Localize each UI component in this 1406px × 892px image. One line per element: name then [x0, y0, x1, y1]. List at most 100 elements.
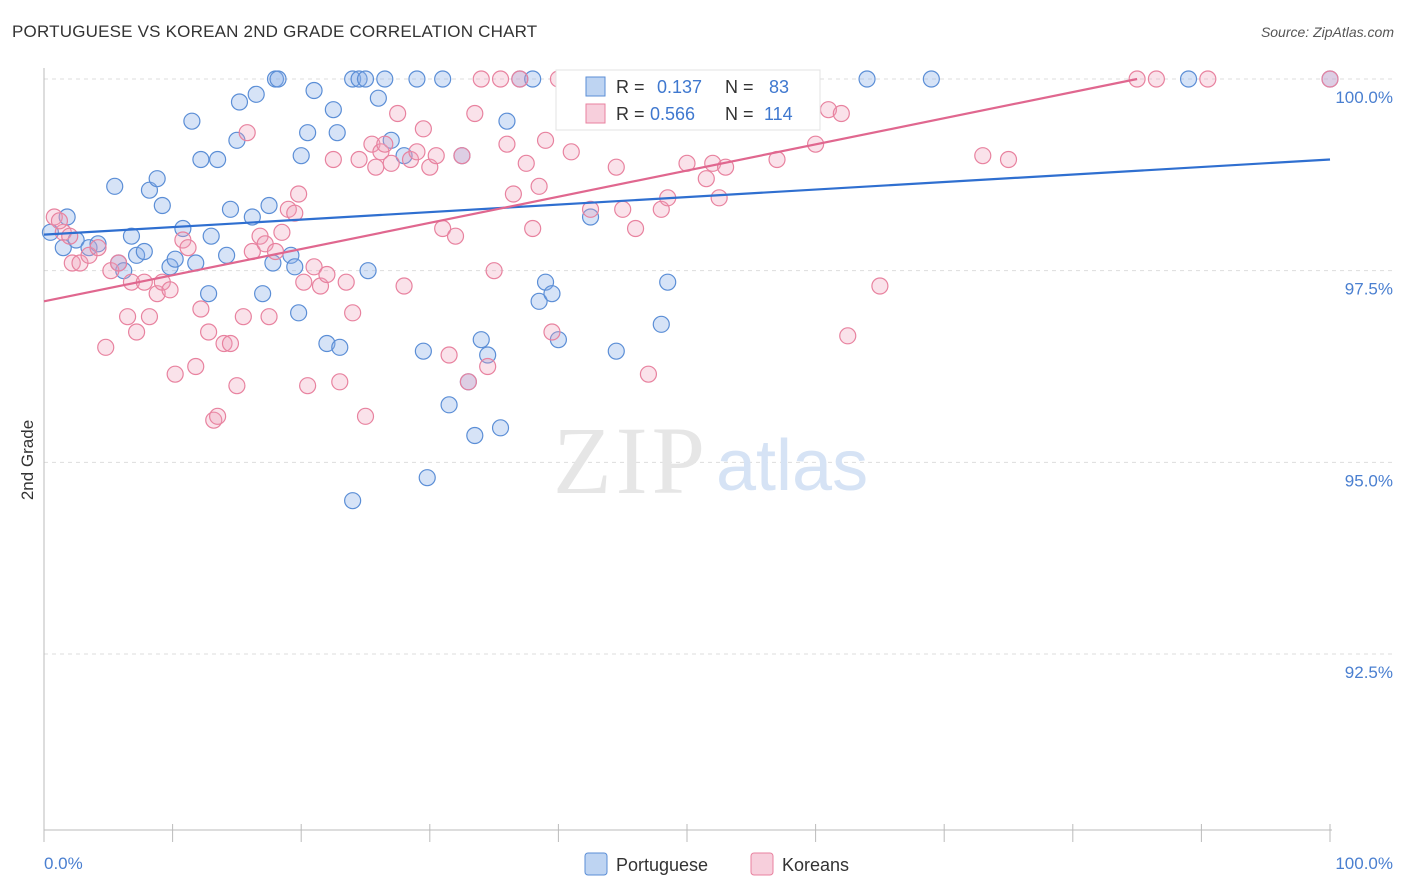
- point-koreans: [999, 150, 1018, 169]
- y-tick-label: 97.5%: [1345, 280, 1393, 299]
- point-koreans: [118, 308, 137, 326]
- point-koreans: [562, 143, 580, 161]
- point-portuguese: [414, 342, 432, 360]
- point-koreans: [607, 158, 625, 176]
- point-koreans: [290, 185, 308, 203]
- point-portuguese: [202, 227, 220, 245]
- point-portuguese: [1179, 70, 1198, 88]
- point-portuguese: [209, 150, 227, 169]
- point-koreans: [97, 338, 115, 356]
- point-koreans: [318, 265, 336, 284]
- point-koreans: [295, 273, 313, 291]
- point-portuguese: [254, 285, 272, 303]
- y-tick-label: 95.0%: [1345, 471, 1393, 490]
- point-koreans: [446, 227, 465, 245]
- point-koreans: [626, 219, 645, 238]
- stats-r-value-blue: 0.137: [657, 77, 702, 97]
- point-portuguese: [659, 273, 677, 291]
- y-tick-label: 100.0%: [1335, 88, 1393, 107]
- point-koreans: [234, 308, 252, 326]
- point-koreans: [179, 239, 197, 257]
- point-portuguese: [269, 70, 287, 88]
- point-koreans: [228, 377, 246, 395]
- stats-r-label-pink: R =: [616, 104, 645, 124]
- point-koreans: [832, 104, 850, 123]
- point-portuguese: [498, 112, 516, 130]
- point-koreans: [344, 304, 362, 322]
- trendline-koreans: [43, 77, 1138, 303]
- point-portuguese: [356, 70, 375, 88]
- point-portuguese: [359, 262, 377, 280]
- point-koreans: [427, 147, 445, 165]
- trendline-portuguese: [43, 158, 1331, 236]
- point-portuguese: [299, 124, 317, 142]
- point-koreans: [337, 273, 355, 291]
- point-portuguese: [243, 208, 261, 226]
- x-ticks: [43, 824, 1331, 842]
- point-koreans: [299, 377, 317, 395]
- point-koreans: [453, 147, 471, 165]
- point-portuguese: [466, 426, 484, 445]
- point-koreans: [536, 131, 555, 149]
- series-koreans-points: [45, 70, 1339, 429]
- point-koreans: [530, 177, 548, 195]
- point-koreans: [331, 373, 349, 391]
- point-koreans: [61, 227, 79, 245]
- stats-legend: R = 0.137 N = 83 R = 0.566 N = 114: [555, 69, 821, 131]
- point-koreans: [273, 223, 291, 241]
- point-portuguese: [260, 196, 278, 215]
- point-portuguese: [122, 227, 141, 245]
- point-koreans: [324, 150, 342, 169]
- point-koreans: [382, 154, 400, 172]
- point-koreans: [414, 120, 432, 138]
- point-koreans: [215, 334, 233, 353]
- point-koreans: [305, 258, 323, 276]
- point-koreans: [408, 143, 426, 161]
- point-koreans: [498, 135, 516, 153]
- point-portuguese: [290, 304, 308, 322]
- point-portuguese: [200, 285, 218, 303]
- point-koreans: [524, 219, 542, 238]
- point-koreans: [286, 204, 304, 222]
- point-koreans: [109, 254, 128, 272]
- point-koreans: [89, 239, 107, 257]
- point-koreans: [50, 212, 69, 230]
- stats-swatch-pink: [585, 103, 606, 124]
- point-koreans: [166, 365, 184, 383]
- point-koreans: [517, 154, 535, 172]
- point-koreans: [266, 242, 285, 261]
- point-portuguese: [153, 196, 171, 215]
- point-koreans: [140, 308, 159, 326]
- point-koreans: [639, 365, 658, 383]
- point-portuguese: [305, 81, 323, 100]
- bottom-legend: Portuguese Koreans: [584, 852, 849, 876]
- point-koreans: [472, 70, 490, 88]
- point-koreans: [376, 135, 394, 153]
- point-koreans: [238, 124, 256, 142]
- point-portuguese: [652, 315, 670, 333]
- point-portuguese: [218, 246, 236, 264]
- point-portuguese: [192, 150, 210, 169]
- legend-swatch-koreans: [750, 852, 774, 876]
- point-koreans: [209, 407, 227, 425]
- point-portuguese: [418, 469, 436, 487]
- stats-n-value-pink: 114: [764, 104, 793, 124]
- point-portuguese: [491, 419, 510, 437]
- point-koreans: [466, 104, 484, 123]
- legend-label-koreans: Koreans: [782, 855, 849, 875]
- point-portuguese: [292, 147, 310, 165]
- legend-swatch-portuguese: [584, 852, 608, 876]
- point-portuguese: [858, 70, 876, 88]
- watermark-atlas: atlas: [716, 426, 868, 506]
- point-portuguese: [376, 70, 394, 88]
- point-koreans: [127, 323, 146, 341]
- point-portuguese: [318, 334, 336, 353]
- point-koreans: [710, 189, 728, 207]
- point-koreans: [350, 150, 368, 169]
- point-koreans: [504, 185, 522, 203]
- point-portuguese: [324, 101, 342, 119]
- stats-r-label-blue: R =: [616, 77, 645, 97]
- point-koreans: [221, 334, 240, 353]
- point-koreans: [543, 323, 561, 341]
- point-portuguese: [230, 93, 249, 111]
